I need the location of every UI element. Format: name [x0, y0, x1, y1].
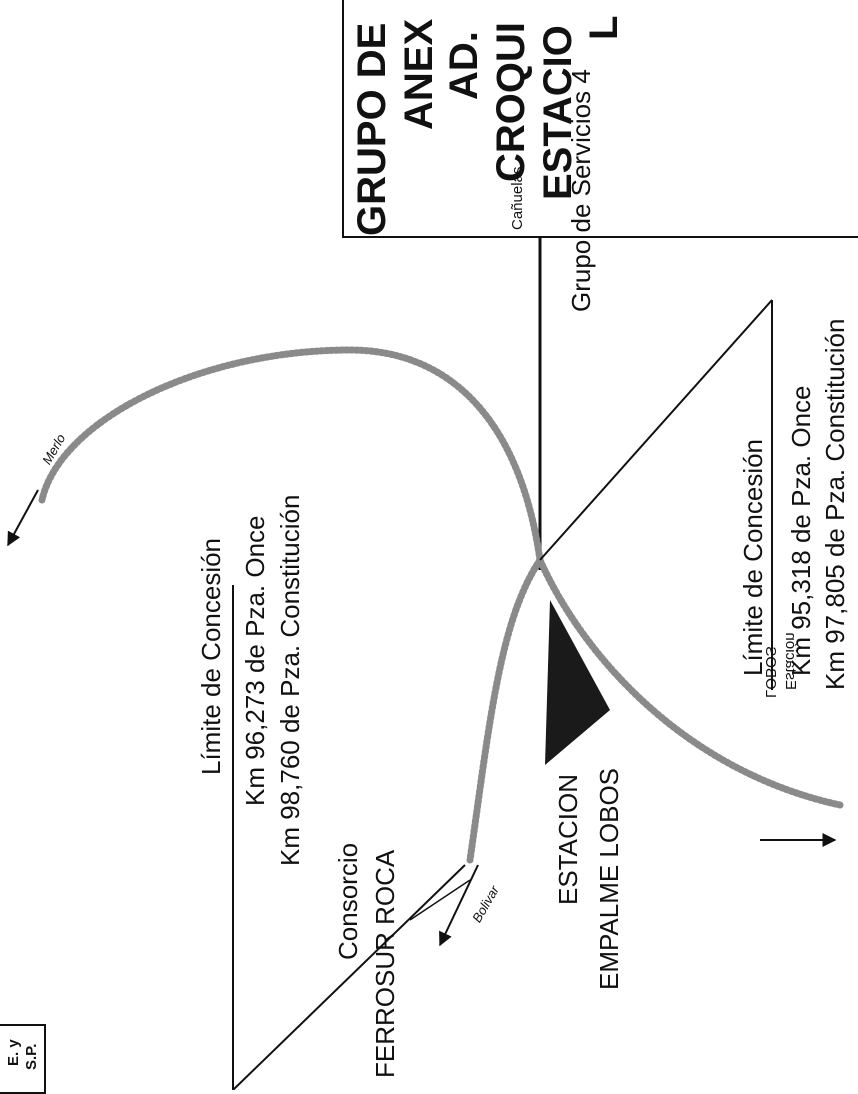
grupo-servicios-label: Grupo de Servicios 4: [566, 69, 596, 312]
track-bolivar-curve: [466, 556, 544, 864]
estacion-lobos-name: LOBOS: [762, 646, 779, 698]
empalme-line-2: EMPALME LOBOS: [594, 767, 624, 990]
title-line-3: AD.: [442, 31, 486, 100]
limit-right-km-constitucion: Km 97,805 de Pza. Constitución: [820, 318, 850, 690]
bolivar-arrow-1: [439, 864, 479, 947]
limit-right-leader: [539, 299, 773, 561]
empalme-line-1: ESTACION: [553, 774, 583, 905]
station-triangle: [545, 600, 610, 765]
consorcio-line-2: FERROSUR ROCA: [370, 849, 400, 1078]
consorcio-line-1: Consorcio: [333, 842, 363, 960]
limit-left-km-constitucion: Km 98,760 de Pza. Constitución: [275, 494, 305, 866]
canuelas-label: Cañuelas: [509, 166, 526, 230]
limit-left-km-once: Km 96,273 de Pza. Once: [240, 515, 270, 806]
stamp-logo: E. y S.P.: [0, 1024, 46, 1094]
estacion-lobos-word: Estación: [782, 632, 799, 690]
stamp-line-1: E. y: [5, 1039, 22, 1066]
limit-left-heading: Límite de Concesión: [196, 537, 226, 775]
title-line-2: ANEX: [397, 18, 441, 130]
limit-right-heading: Límite de Concesión: [738, 438, 768, 676]
estacion-lobos-block: Estación LOBOS: [752, 632, 812, 780]
track-merlo-loop: [38, 346, 544, 564]
track-lobos-curve: [536, 556, 844, 809]
merlo-arrow: [7, 489, 39, 547]
title-block: GRUPO DE ANEX AD. CROQUI ESTACIO L: [342, 0, 858, 238]
bolivar-arrow-2: [409, 879, 471, 921]
title-line-6: L: [582, 15, 626, 40]
limit-left-leader: [232, 864, 466, 1090]
stamp-line-2: S.P.: [23, 1043, 40, 1070]
title-line-1: GRUPO DE: [350, 22, 394, 236]
title-line-4: CROQUI: [489, 22, 533, 182]
